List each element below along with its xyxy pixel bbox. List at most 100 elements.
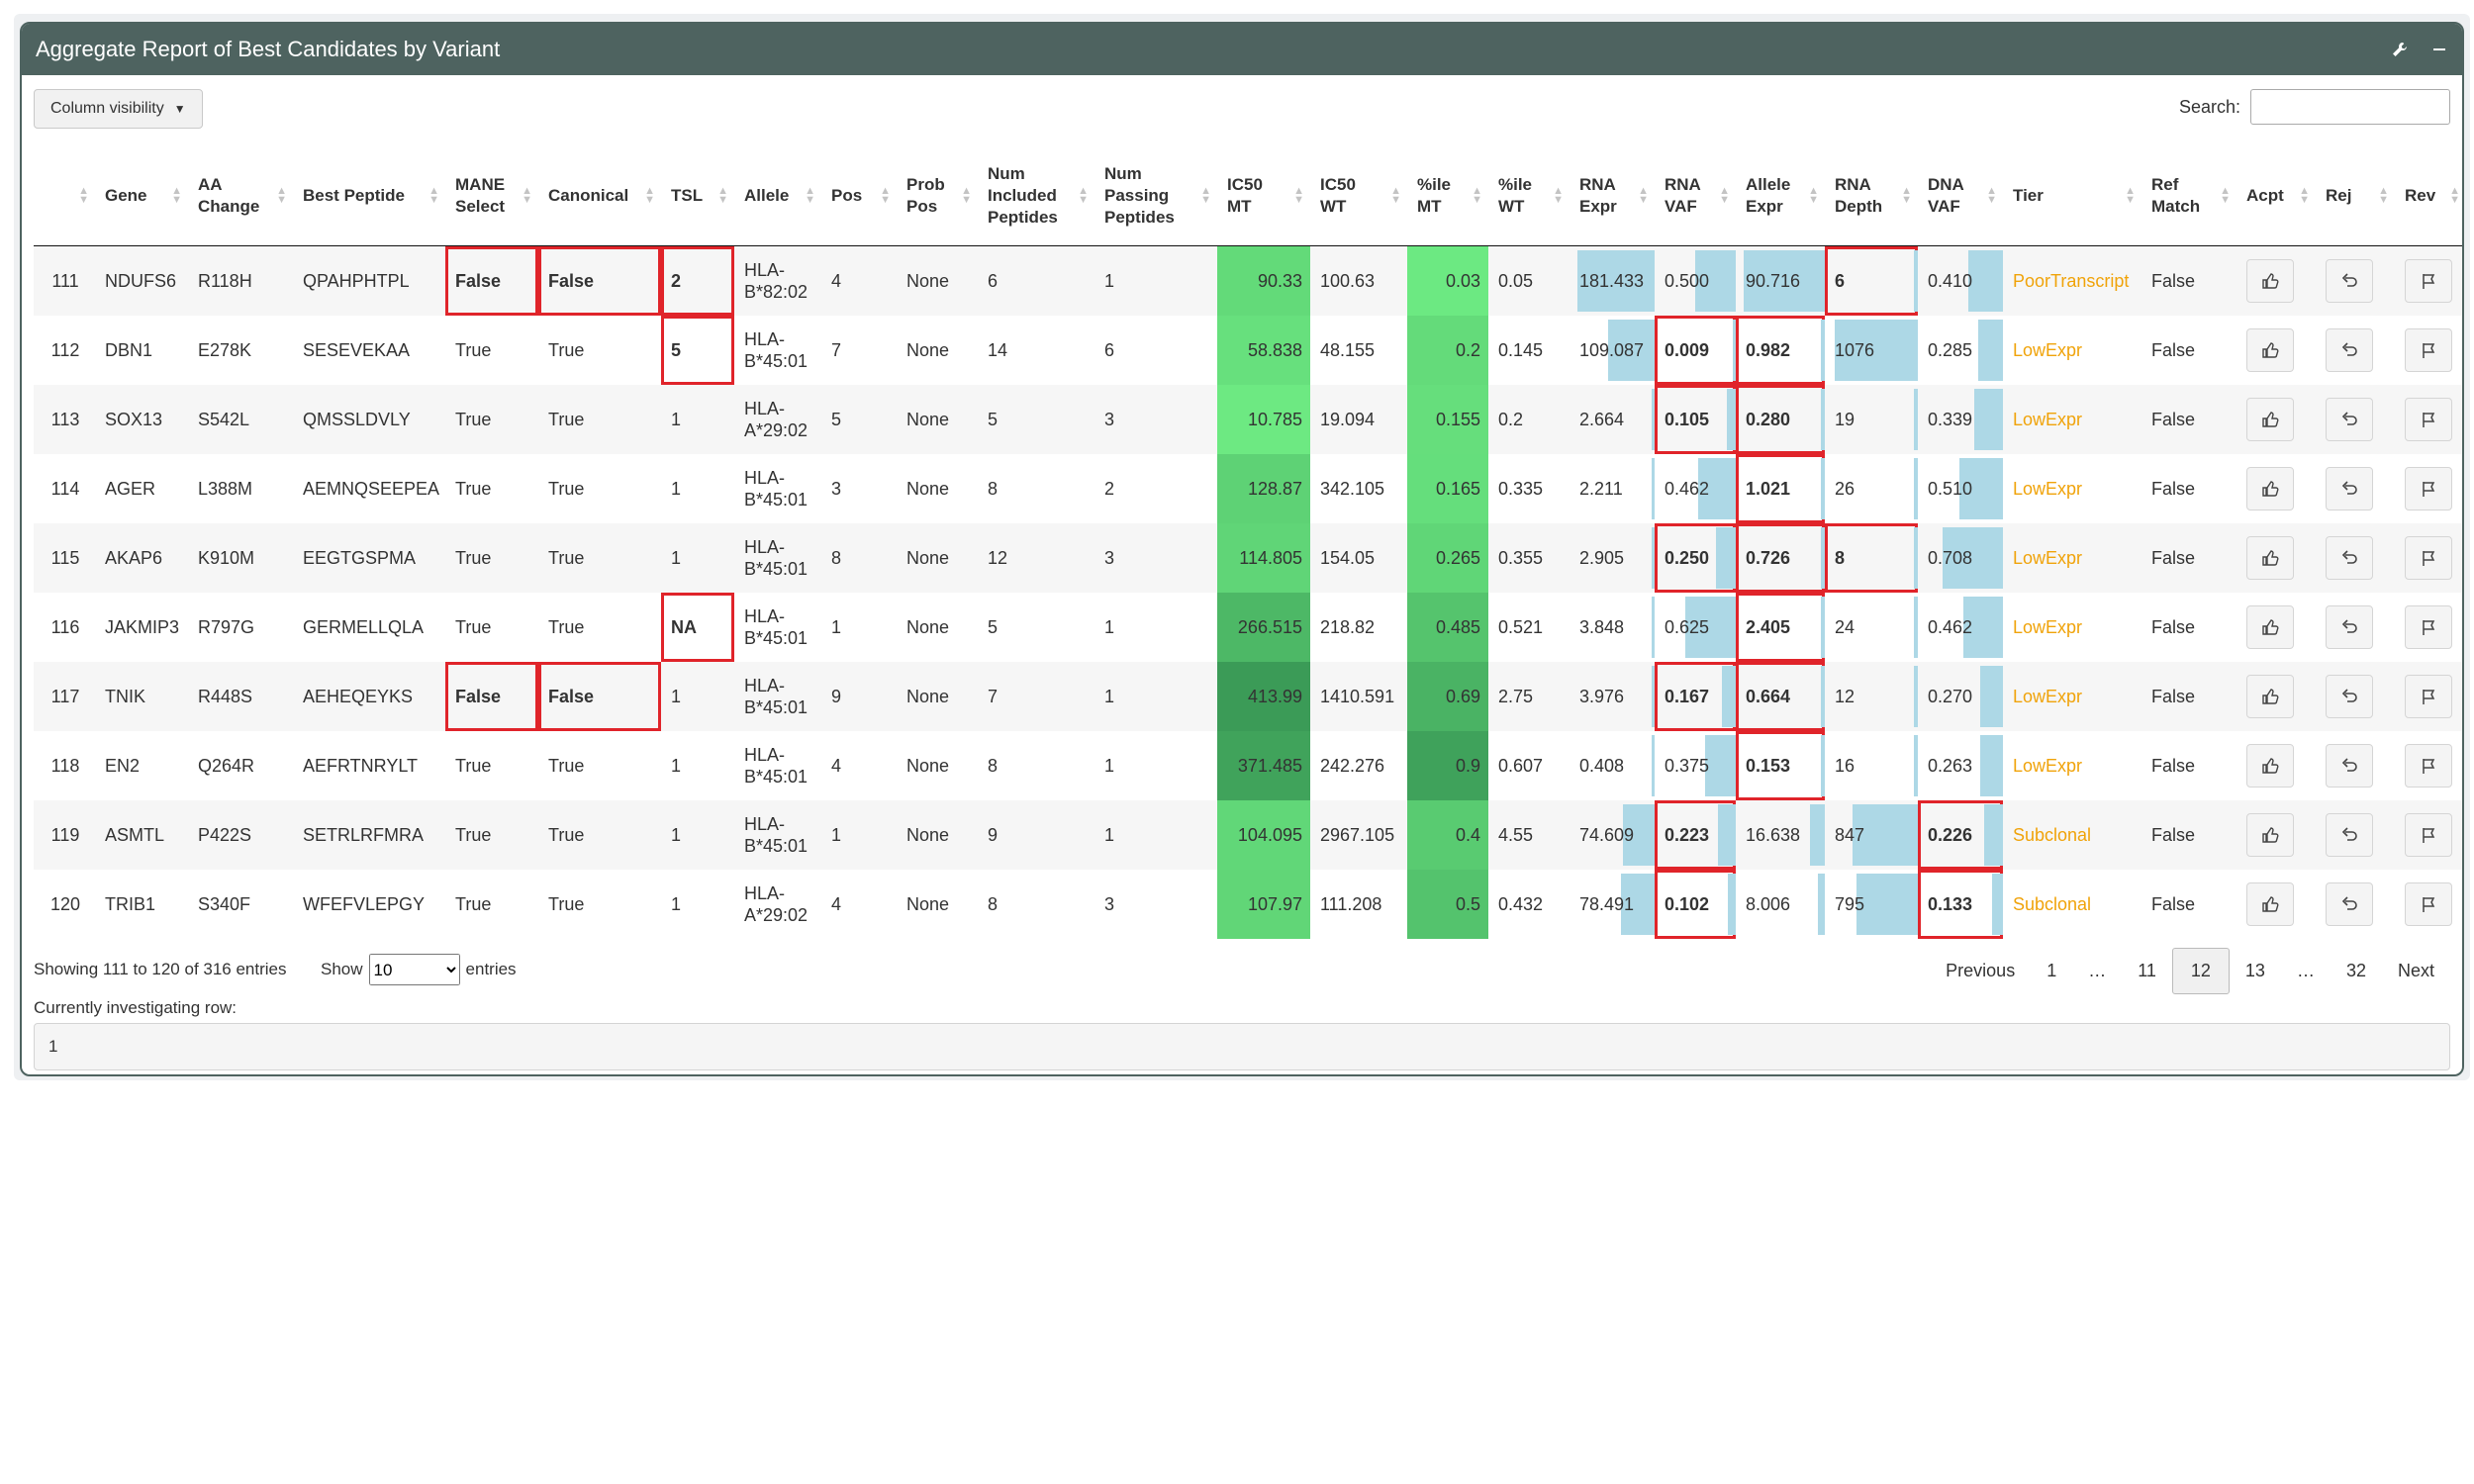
accept-button[interactable]: [2246, 675, 2294, 718]
column-header-dna-vaf[interactable]: DNA VAF ▲ ▼: [1918, 146, 2003, 246]
box-tools: [2389, 39, 2450, 60]
cell-value: E278K: [198, 340, 252, 360]
column-header-tsl[interactable]: TSL ▲ ▼: [661, 146, 734, 246]
table-row[interactable]: 114 AGER L388M AEMNQSEEPEA True True 1 HLA-B*45…: [34, 454, 2462, 523]
review-button[interactable]: [2405, 813, 2452, 857]
column-header-rna-vaf[interactable]: RNA VAF ▲ ▼: [1655, 146, 1736, 246]
table-row[interactable]: 111 NDUFS6 R118H QPAHPHTPL False False 2 HLA-B*…: [34, 245, 2462, 316]
accept-button[interactable]: [2246, 398, 2294, 441]
review-button[interactable]: [2405, 536, 2452, 580]
review-button[interactable]: [2405, 744, 2452, 788]
cell-action: [2316, 870, 2395, 939]
column-header-rna-expr[interactable]: RNA Expr ▲ ▼: [1570, 146, 1655, 246]
column-header-prob-pos[interactable]: Prob Pos ▲ ▼: [897, 146, 978, 246]
page-length-select[interactable]: 10: [368, 954, 460, 985]
column-header-canonical[interactable]: Canonical ▲ ▼: [538, 146, 661, 246]
table-row[interactable]: 115 AKAP6 K910M EEGTGSPMA True True 1 HLA-B*45:…: [34, 523, 2462, 593]
reject-button[interactable]: [2326, 882, 2373, 926]
accept-button[interactable]: [2246, 328, 2294, 372]
column-header-aa-change[interactable]: AA Change ▲ ▼: [188, 146, 293, 246]
accept-button[interactable]: [2246, 536, 2294, 580]
table-row[interactable]: 116 JAKMIP3 R797G GERMELLQLA True True NA HLA-B…: [34, 593, 2462, 662]
cell-value: 0.339: [1928, 410, 1973, 429]
accept-button[interactable]: [2246, 882, 2294, 926]
column-header-pos[interactable]: Pos ▲ ▼: [821, 146, 897, 246]
accept-button[interactable]: [2246, 813, 2294, 857]
reject-button[interactable]: [2326, 259, 2373, 303]
cell-pmt: 0.5: [1407, 870, 1488, 939]
review-button[interactable]: [2405, 675, 2452, 718]
undo-icon: [2341, 273, 2357, 287]
column-header-mane-select[interactable]: MANE Select ▲ ▼: [445, 146, 538, 246]
review-button[interactable]: [2405, 605, 2452, 649]
cell-value: 5: [831, 410, 842, 429]
cell-value: AGER: [105, 479, 156, 499]
investigating-value: 1: [34, 1023, 2450, 1070]
pagination-page[interactable]: 1: [2046, 961, 2057, 980]
column-header-rev[interactable]: Rev ▲ ▼: [2395, 146, 2462, 246]
column-header--ile-wt[interactable]: %ile WT ▲ ▼: [1488, 146, 1570, 246]
review-button[interactable]: [2405, 328, 2452, 372]
table-row[interactable]: 120 TRIB1 S340F WFEFVLEPGY True True 1 HLA-A*29…: [34, 870, 2462, 939]
column-header-ref-match[interactable]: Ref Match ▲ ▼: [2141, 146, 2236, 246]
column-header-tier[interactable]: Tier ▲ ▼: [2003, 146, 2141, 246]
minus-icon[interactable]: [2428, 39, 2450, 60]
column-header-best-peptide[interactable]: Best Peptide ▲ ▼: [293, 146, 445, 246]
pagination-page[interactable]: 12: [2171, 948, 2230, 994]
reject-button[interactable]: [2326, 605, 2373, 649]
accept-button[interactable]: [2246, 259, 2294, 303]
cell-value: 0.155: [1435, 410, 1480, 429]
table-row[interactable]: 117 TNIK R448S AEHEQEYKS False False 1 HLA-B*45…: [34, 662, 2462, 731]
pagination-page[interactable]: 13: [2244, 961, 2265, 980]
pagination-next[interactable]: Next: [2397, 961, 2434, 980]
column-header-acpt[interactable]: Acpt ▲ ▼: [2236, 146, 2316, 246]
accept-button[interactable]: [2246, 605, 2294, 649]
cell-tier: Subclonal: [2003, 870, 2141, 939]
reject-button[interactable]: [2326, 398, 2373, 441]
cell-pass: 1: [1094, 731, 1217, 800]
cell-pass: 3: [1094, 870, 1217, 939]
review-button[interactable]: [2405, 882, 2452, 926]
column-header-allele-expr[interactable]: Allele Expr ▲ ▼: [1736, 146, 1825, 246]
pagination-page[interactable]: 11: [2138, 961, 2156, 980]
search-input[interactable]: [2250, 89, 2450, 125]
cell-allele: HLA-B*45:01: [734, 593, 821, 662]
pagination-page[interactable]: 32: [2345, 961, 2366, 980]
accept-button[interactable]: [2246, 744, 2294, 788]
column-header-rej[interactable]: Rej ▲ ▼: [2316, 146, 2395, 246]
column-header-num-passing-peptides[interactable]: Num Passing Peptides ▲ ▼: [1094, 146, 1217, 246]
column-header--ile-mt[interactable]: %ile MT ▲ ▼: [1407, 146, 1488, 246]
table-toolbar: Column visibility ▼ Search:: [34, 89, 2450, 129]
reject-button[interactable]: [2326, 744, 2373, 788]
table-row[interactable]: 118 EN2 Q264R AEFRTNRYLT True True 1 HLA-B*45:0…: [34, 731, 2462, 800]
reject-button[interactable]: [2326, 328, 2373, 372]
reject-button[interactable]: [2326, 813, 2373, 857]
value-bar: [1698, 458, 1736, 519]
column-header-ic50-wt[interactable]: IC50 WT ▲ ▼: [1310, 146, 1407, 246]
pagination-previous[interactable]: Previous: [1946, 961, 2016, 980]
cell-action: [2236, 731, 2316, 800]
reject-button[interactable]: [2326, 536, 2373, 580]
reject-button[interactable]: [2326, 467, 2373, 510]
cell-value: 58.838: [1247, 340, 1302, 360]
cell-tsl: 1: [661, 731, 734, 800]
column-header-gene[interactable]: Gene ▲ ▼: [95, 146, 188, 246]
table-row[interactable]: 119 ASMTL P422S SETRLRFMRA True True 1 HLA-B*45…: [34, 800, 2462, 870]
reject-button[interactable]: [2326, 675, 2373, 718]
cell-value: 1: [1104, 756, 1115, 776]
table-row[interactable]: 112 DBN1 E278K SESEVEKAA True True 5 HLA-B*45:0…: [34, 316, 2462, 385]
review-button[interactable]: [2405, 259, 2452, 303]
review-button[interactable]: [2405, 398, 2452, 441]
column-visibility-button[interactable]: Column visibility ▼: [34, 89, 203, 129]
column-header-allele[interactable]: Allele ▲ ▼: [734, 146, 821, 246]
column-header-rna-depth[interactable]: RNA Depth ▲ ▼: [1825, 146, 1918, 246]
wrench-icon[interactable]: [2389, 39, 2411, 60]
cell-value: False: [548, 687, 595, 706]
column-header-index[interactable]: ▲ ▼: [34, 146, 95, 246]
review-button[interactable]: [2405, 467, 2452, 510]
column-header-num-included-peptides[interactable]: Num Included Peptides ▲ ▼: [978, 146, 1094, 246]
table-row[interactable]: 113 SOX13 S542L QMSSLDVLY True True 1 HLA-A*29:…: [34, 385, 2462, 454]
accept-button[interactable]: [2246, 467, 2294, 510]
column-header-ic50-mt[interactable]: IC50 MT ▲ ▼: [1217, 146, 1310, 246]
cell-tsl: 2: [661, 245, 734, 316]
